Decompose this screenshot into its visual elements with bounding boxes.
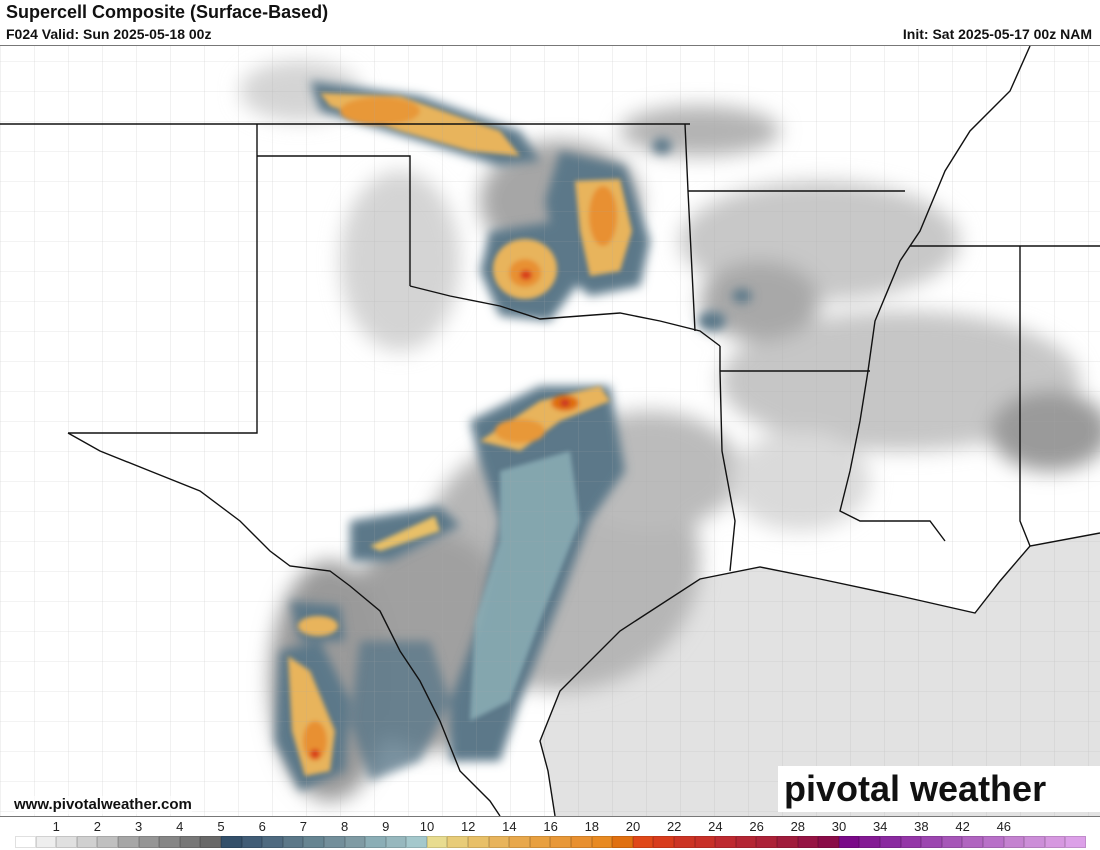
colorbar-cell (138, 836, 160, 848)
colorbar-label: 4 (176, 819, 184, 834)
colorbar-cell (735, 836, 757, 848)
colorbar-label: 42 (955, 819, 970, 834)
colorbar-cell (797, 836, 819, 848)
colorbar-label: 16 (543, 819, 558, 834)
colorbar-label: 3 (134, 819, 143, 834)
colorbar-label: 9 (382, 819, 390, 834)
colorbar-label: 12 (460, 819, 476, 834)
colorbar-label: 5 (217, 819, 225, 834)
colorbar-label: 1 (52, 819, 60, 834)
weather-map (0, 45, 1100, 817)
colorbar-cell (241, 836, 263, 848)
colorbar-cell (468, 836, 489, 848)
colorbar-label: 18 (584, 819, 600, 834)
colorbar-cell (76, 836, 98, 848)
colorbar-cell (15, 836, 36, 848)
colorbar-cell (571, 836, 592, 848)
colorbar-label: 34 (872, 819, 888, 834)
state-borders (0, 46, 1100, 816)
colorbar-cell (982, 836, 1004, 848)
colorbar-cell (962, 836, 983, 848)
colorbar-cell (344, 836, 366, 848)
colorbar-cell (509, 836, 530, 848)
colorbar-cell (838, 836, 860, 848)
colorbar-cell (756, 836, 777, 848)
colorbar-label: 8 (340, 819, 349, 834)
pivotal-weather-logo: pivotal weather (778, 766, 1100, 812)
colorbar-label: 26 (749, 819, 764, 834)
colorbar-cell (529, 836, 551, 848)
colorbar-cell (591, 836, 613, 848)
colorbar-cell (200, 836, 221, 848)
colorbar-label: 38 (914, 819, 929, 834)
colorbar-label: 30 (831, 819, 847, 834)
colorbar-cell (262, 836, 283, 848)
colorbar-labels: 1 2 3 4 5 6 7 8 9 10 12 14 16 18 20 22 24 26 28 30 34 38 42 46 (15, 819, 1095, 834)
colorbar-cell (632, 836, 654, 848)
colorbar-label: 46 (996, 819, 1012, 834)
website-url[interactable]: www.pivotalweather.com (14, 796, 192, 814)
colorbar-cell (117, 836, 139, 848)
colorbar-label: 22 (666, 819, 682, 834)
colorbar-cell (426, 836, 448, 848)
colorbar-cell (282, 836, 304, 848)
colorbar-cell (447, 836, 469, 848)
colorbar-label: 6 (258, 819, 266, 834)
colorbar-cell (365, 836, 386, 848)
valid-time: F024 Valid: Sun 2025-05-18 00z (6, 26, 212, 42)
colorbar-cell (35, 836, 57, 848)
init-time: Init: Sat 2025-05-17 00z NAM (902, 26, 1092, 42)
colorbar-cell (859, 836, 880, 848)
colorbar-cell (879, 836, 901, 848)
colorbar-cell (323, 836, 345, 848)
county-lines (0, 46, 1100, 816)
colorbar-cell (653, 836, 674, 848)
colorbar-cell (900, 836, 922, 848)
colorbar-cell (488, 836, 510, 848)
colorbar-label: 24 (708, 819, 723, 834)
colorbar (15, 836, 1086, 848)
colorbar-cell (550, 836, 572, 848)
colorbar-label: 14 (502, 819, 517, 834)
colorbar-label: 10 (419, 819, 435, 834)
colorbar-cell (715, 836, 736, 848)
colorbar-cell (385, 836, 407, 848)
coastline (539, 532, 1100, 816)
colorbar-cell (97, 836, 118, 848)
colorbar-cell (1065, 836, 1086, 848)
colorbar-cell (220, 836, 242, 848)
colorbar-cell (921, 836, 942, 848)
colorbar-cell (674, 836, 695, 848)
colorbar-cell (303, 836, 324, 848)
colorbar-cell (612, 836, 633, 848)
colorbar-cell (1003, 836, 1025, 848)
colorbar-label: 28 (790, 819, 806, 834)
colorbar-cell (159, 836, 180, 848)
colorbar-cell (1044, 836, 1066, 848)
colorbar-cell (179, 836, 201, 848)
colorbar-cell (818, 836, 839, 848)
colorbar-cell (56, 836, 77, 848)
map-title: Supercell Composite (Surface-Based) (6, 2, 329, 22)
colorbar-cell (694, 836, 716, 848)
colorbar-label: 7 (299, 819, 307, 834)
colorbar-cell (776, 836, 798, 848)
colorbar-cell (1024, 836, 1045, 848)
colorbar-label: 2 (93, 819, 101, 834)
colorbar-cell (406, 836, 427, 848)
colorbar-cell (941, 836, 963, 848)
colorbar-label: 20 (625, 819, 641, 834)
